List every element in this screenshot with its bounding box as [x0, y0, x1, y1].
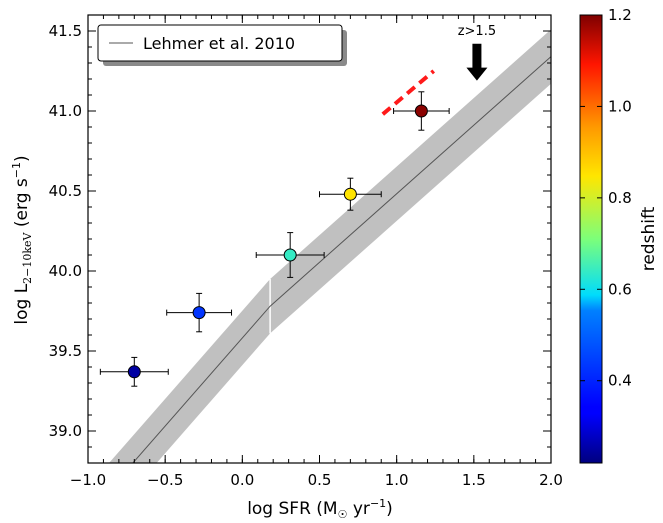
x-tick-label: −1.0: [70, 471, 106, 489]
legend-box: [97, 24, 343, 62]
colorbar-tick-label: 1.0: [608, 97, 632, 115]
dashed-segment: [381, 69, 436, 116]
data-points: [99, 91, 450, 387]
colorbar-tick-label: 1.2: [608, 6, 632, 24]
x-axis: −1.0 −0.5 0.0 0.5 1.0 1.5 2.0: [70, 15, 563, 489]
y-tick-label: 39.0: [49, 422, 82, 440]
x-tick-label: 2.0: [539, 471, 563, 489]
legend-entry: Lehmer et al. 2010: [143, 34, 295, 53]
x-tick-label: 0.5: [308, 471, 332, 489]
y-tick-label: 41.5: [49, 22, 82, 40]
colorbar-tick-label: 0.8: [608, 189, 632, 207]
point-marker: [414, 104, 428, 118]
relation-band: [109, 29, 551, 463]
y-tick-label: 40.5: [49, 182, 82, 200]
down-arrow-icon: [466, 43, 488, 81]
relation-line: [132, 56, 551, 463]
legend: Lehmer et al. 2010: [97, 24, 347, 66]
point-marker: [283, 248, 297, 262]
x-tick-label: −0.5: [147, 471, 183, 489]
x-tick-label: 1.5: [462, 471, 486, 489]
x-tick-label: 0.0: [230, 471, 254, 489]
point-marker: [192, 306, 206, 320]
y-tick-label: 41.0: [49, 102, 82, 120]
colorbar-tick-label: 0.4: [608, 372, 632, 390]
y-tick-label: 40.0: [49, 262, 82, 280]
relation-band-low: [109, 279, 271, 463]
colorbar: redshift 0.4 0.6 0.8 1.0 1.2: [579, 6, 659, 464]
y-tick-label: 39.5: [49, 342, 82, 360]
y-axis: 39.0 39.5 40.0 40.5 41.0 41.5: [49, 14, 551, 464]
data-point-5: [393, 91, 450, 131]
arrow-label: z>1.5: [458, 24, 496, 39]
point-marker: [127, 365, 141, 379]
x-axis-title: log SFR (M☉ yr−1): [247, 497, 393, 521]
data-point-1: [99, 356, 169, 387]
colorbar-label: redshift: [639, 206, 659, 271]
data-point-4: [319, 177, 382, 211]
data-point-2: [166, 292, 233, 333]
point-marker: [343, 187, 357, 201]
y-axis-title: log L2−10keV (erg s−1): [10, 155, 34, 324]
x-tick-label: 1.0: [385, 471, 409, 489]
colorbar-gradient: [579, 14, 603, 464]
data-point-3: [255, 232, 325, 278]
colorbar-tick-label: 0.6: [608, 280, 632, 298]
arrow-annotation: z>1.5: [458, 24, 496, 81]
